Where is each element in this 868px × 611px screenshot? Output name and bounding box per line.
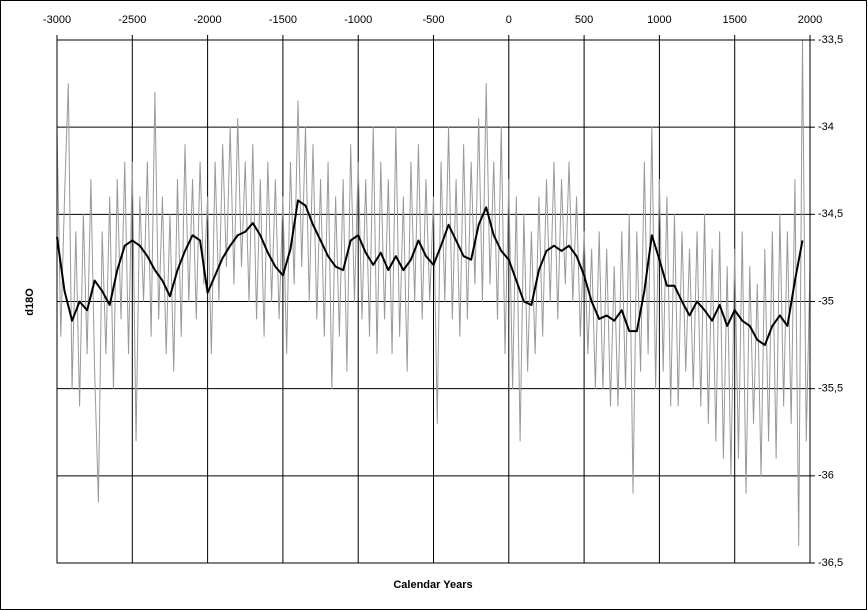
y-tick-label: -35 [818,295,834,307]
x-tick-label: 2000 [798,14,822,26]
y-tick-label: -36 [818,470,834,482]
y-axis-title: d18O [24,288,36,316]
x-tick-label: -500 [422,14,444,26]
x-tick-label: 1000 [647,14,671,26]
x-tick-label: 0 [506,14,512,26]
y-tick-label: -36,5 [818,557,843,569]
series-line [56,39,811,547]
plot-border [56,39,811,564]
x-tick-label: -3000 [43,14,71,26]
y-tick-label: -35,5 [818,383,843,395]
y-tick-label: -34 [818,121,834,133]
x-tick-label: 1500 [722,14,746,26]
y-tick-label: -33,5 [818,34,843,46]
x-tick-label: -2500 [118,14,146,26]
x-tick-label: -1000 [344,14,372,26]
series-line [56,199,804,347]
x-axis-title: Calendar Years [393,579,472,591]
y-tick-label: -34,5 [818,208,843,220]
x-tick-label: -2000 [194,14,222,26]
plot-lines [56,39,811,547]
x-tick-label: -1500 [269,14,297,26]
x-tick-label: 500 [575,14,593,26]
